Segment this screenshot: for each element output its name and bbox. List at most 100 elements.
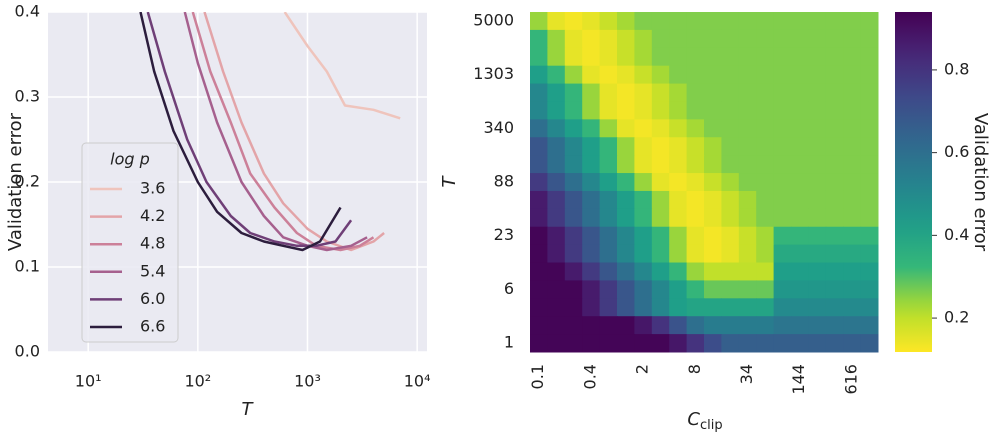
heat-cell (599, 280, 618, 299)
heat-cell (547, 244, 566, 264)
heat-cell (843, 47, 862, 67)
heat-cell (825, 47, 844, 67)
heat-cell (704, 65, 722, 85)
heat-cell (773, 226, 792, 246)
heat-cell (808, 334, 827, 353)
heat-cell (704, 262, 722, 281)
heat-cell (825, 155, 844, 174)
heat-cell (669, 47, 688, 67)
heat-cell (704, 101, 722, 120)
heat-cell (564, 190, 583, 210)
heat-cell (773, 155, 792, 174)
x-label-sub: clip (700, 418, 723, 433)
heat-cell (721, 208, 740, 228)
heat-cell (617, 298, 635, 317)
heat-cell (686, 244, 705, 264)
heat-cell (582, 65, 601, 85)
legend-title: log p (110, 150, 150, 169)
heat-cell (773, 190, 792, 210)
heat-cell (564, 29, 583, 49)
heat-cell (791, 226, 809, 246)
heat-cell (651, 208, 670, 228)
heat-cell (843, 137, 862, 156)
heat-cell (669, 29, 688, 49)
heat-cell (791, 334, 809, 353)
x-tick-label: 2 (633, 364, 652, 374)
heat-cell (634, 12, 653, 31)
heat-cell (738, 12, 757, 31)
heat-cell (721, 316, 740, 335)
heat-cell (686, 334, 705, 353)
heat-cell (843, 226, 862, 246)
heat-cell (582, 137, 601, 156)
heat-cell (564, 155, 583, 174)
heat-cell (756, 12, 775, 31)
heat-cell (721, 155, 740, 174)
heat-cell (756, 190, 775, 210)
heat-cell (721, 262, 740, 281)
heat-cell (634, 83, 653, 102)
heat-cell (669, 83, 688, 102)
heat-cell (669, 12, 688, 31)
heat-cell (808, 262, 827, 281)
heat-cell (651, 119, 670, 138)
heat-cell (756, 280, 775, 299)
heat-cell (669, 280, 688, 299)
heat-cell (860, 101, 879, 120)
heat-cell (808, 298, 827, 317)
heat-cell (530, 119, 548, 138)
heat-cell (756, 137, 775, 156)
heat-cell (617, 334, 635, 353)
heat-cell (564, 280, 583, 299)
heat-cell (738, 155, 757, 174)
heat-cell (617, 101, 635, 120)
heat-cell (704, 298, 722, 317)
heat-cell (825, 190, 844, 210)
heat-cell (599, 226, 618, 246)
heat-cell (564, 334, 583, 353)
heat-cell (547, 190, 566, 210)
heat-cell (617, 244, 635, 264)
heat-cell (582, 29, 601, 49)
heat-cell (704, 83, 722, 102)
y-tick-label: 5000 (473, 10, 514, 29)
heat-cell (738, 298, 757, 317)
heat-cell (582, 155, 601, 174)
y-tick-label: 6 (504, 279, 514, 298)
heat-cell (756, 208, 775, 228)
heat-cell (564, 101, 583, 120)
heat-cell (547, 137, 566, 156)
heat-cell (547, 12, 566, 31)
colorbar-tick-label: 0.4 (944, 225, 969, 244)
heat-cell (582, 298, 601, 317)
heat-cell (686, 280, 705, 299)
heat-cell (582, 262, 601, 281)
heat-cell (843, 262, 862, 281)
heat-cell (791, 119, 809, 138)
heat-cell (547, 29, 566, 49)
heat-cell (530, 298, 548, 317)
heat-cell (843, 119, 862, 138)
heat-cell (791, 190, 809, 210)
heat-cell (704, 334, 722, 353)
heat-cell (530, 137, 548, 156)
heat-cell (669, 137, 688, 156)
heat-cell (686, 65, 705, 85)
heat-cell (530, 226, 548, 246)
heat-cell (860, 280, 879, 299)
y-tick-label: 0.2 (15, 172, 40, 191)
y-tick-label: 340 (483, 118, 514, 137)
heat-cell (634, 101, 653, 120)
heat-cell (617, 155, 635, 174)
heat-cell (651, 155, 670, 174)
series-line (203, 12, 385, 252)
heat-cell (704, 12, 722, 31)
heat-cell (530, 65, 548, 85)
heat-cell (547, 119, 566, 138)
heat-cell (669, 226, 688, 246)
heat-cell (582, 119, 601, 138)
heat-cell (634, 244, 653, 264)
heat-cell (530, 280, 548, 299)
legend-label: 4.8 (140, 234, 165, 253)
heat-cell (756, 298, 775, 317)
